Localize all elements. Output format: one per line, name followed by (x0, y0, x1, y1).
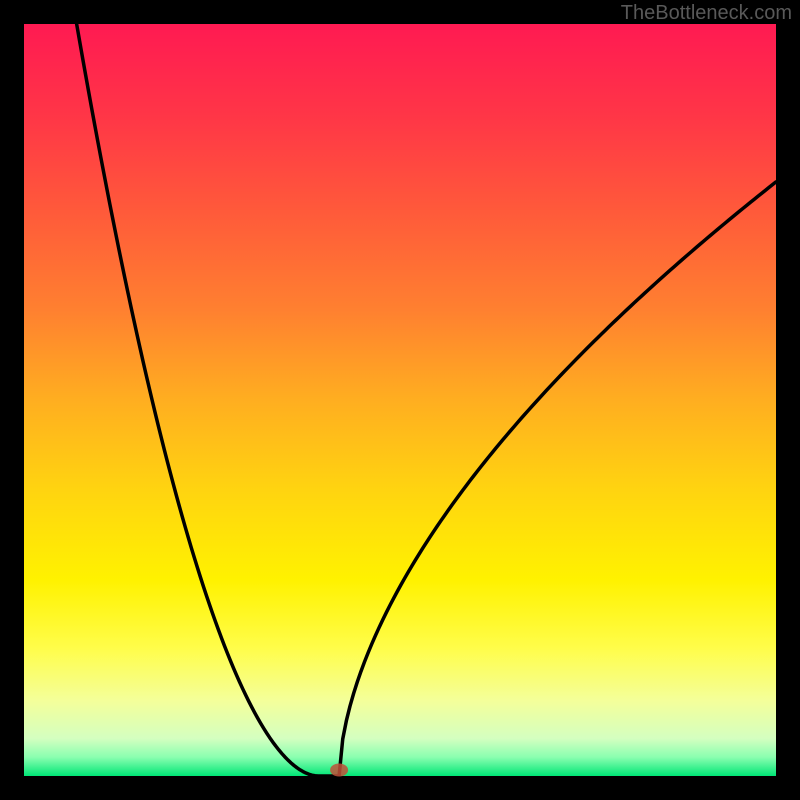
optimal-point-marker (330, 763, 348, 776)
chart-svg (0, 0, 800, 800)
plot-gradient-area (24, 24, 776, 776)
chart-container: TheBottleneck.com (0, 0, 800, 800)
watermark-text: TheBottleneck.com (621, 2, 792, 25)
